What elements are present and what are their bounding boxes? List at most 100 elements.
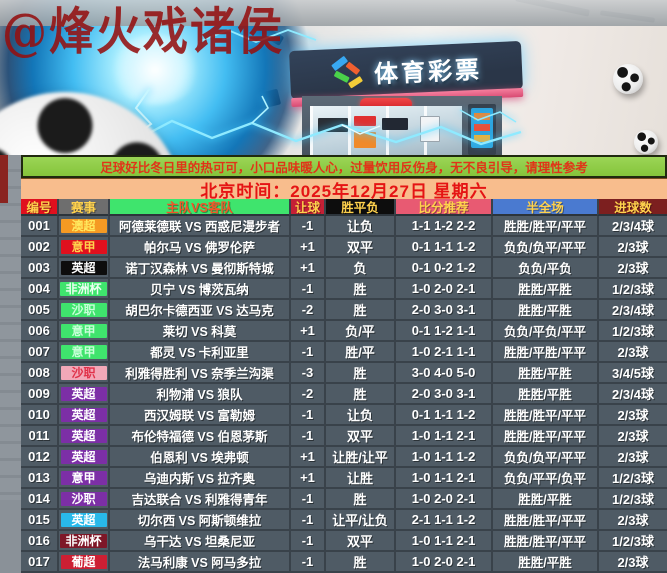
win-draw-loss-pick: 让胜: [324, 468, 394, 489]
goals-pick: 2/3球: [597, 447, 667, 468]
handicap-value: +1: [289, 258, 324, 279]
win-draw-loss-pick: 双平: [324, 531, 394, 552]
league-badge: 英超: [60, 260, 107, 275]
match-number: 004: [21, 279, 57, 300]
match-teams: 诺丁汉森林 VS 曼彻斯特城: [108, 258, 289, 279]
lottery-shop: 体育彩票: [282, 40, 523, 155]
goals-pick: 1/2/3球: [597, 531, 667, 552]
handicap-value: -1: [289, 342, 324, 363]
match-teams: 法马利康 VS 阿马多拉: [108, 552, 289, 573]
score-recommendation: 3-0 4-0 5-0: [394, 363, 491, 384]
half-full-pick: 胜胜/胜平/平平: [491, 426, 597, 447]
window-poster: [354, 116, 376, 126]
datetime-banner: 北京时间：2025年12月27日 星期六: [21, 178, 667, 201]
floor: [0, 0, 667, 26]
league-cell: 非洲杯: [57, 279, 108, 300]
half-full-pick: 负负/负平/平平: [491, 447, 597, 468]
score-recommendation: 1-0 1-1 2-1: [394, 531, 491, 552]
table-row: 006 意甲 莱切 VS 科莫 +1 负/平 0-1 1-2 1-1 负负/平负…: [21, 321, 667, 342]
table-row: 004 非洲杯 贝宁 VS 博茨瓦纳 -1 胜 1-0 2-0 2-1 胜胜/平…: [21, 279, 667, 300]
score-recommendation: 0-1 0-2 1-2: [394, 258, 491, 279]
match-number: 007: [21, 342, 57, 363]
half-full-pick: 胜胜/平胜/平平: [491, 342, 597, 363]
handicap-value: -1: [289, 531, 324, 552]
half-full-pick: 胜胜/平胜: [491, 552, 597, 573]
win-draw-loss-pick: 双平: [324, 237, 394, 258]
win-draw-loss-pick: 胜: [324, 300, 394, 321]
win-draw-loss-pick: 让负: [324, 405, 394, 426]
match-number: 001: [21, 216, 57, 237]
lottery-kiosk-screen: [468, 104, 496, 155]
notice-banner: 足球好比冬日里的热可可，小口品味暖人心，过量饮用反伤身，无不良引导，请理性参考: [21, 155, 667, 178]
league-badge: 非洲杯: [60, 533, 107, 548]
score-recommendation: 1-0 1-1 2-1: [394, 468, 491, 489]
league-cell: 澳超: [57, 216, 108, 237]
league-cell: 英超: [57, 510, 108, 531]
league-badge: 英超: [60, 386, 107, 401]
match-number: 003: [21, 258, 57, 279]
match-number: 016: [21, 531, 57, 552]
burst-core-glow: [110, 35, 200, 105]
score-recommendation: 1-0 1-1 2-1: [394, 426, 491, 447]
goals-pick: 2/3球: [597, 426, 667, 447]
match-teams: 都灵 VS 卡利亚里: [108, 342, 289, 363]
half-full-pick: 负负/平负/平平: [491, 321, 597, 342]
league-badge: 英超: [60, 428, 107, 443]
goals-pick: 2/3球: [597, 552, 667, 573]
match-number: 006: [21, 321, 57, 342]
half-full-pick: 负负/平负: [491, 258, 597, 279]
shop-storefront: [302, 96, 502, 155]
win-draw-loss-pick: 胜: [324, 279, 394, 300]
left-margin-strip: [0, 155, 21, 500]
half-full-pick: 胜胜/胜平/平平: [491, 531, 597, 552]
win-draw-loss-pick: 负/平: [324, 321, 394, 342]
win-draw-loss-pick: 让胜/让平: [324, 447, 394, 468]
handicap-value: -1: [289, 279, 324, 300]
window-poster: [354, 132, 376, 148]
table-row: 012 英超 伯恩利 VS 埃弗顿 +1 让胜/让平 1-0 1-1 1-2 负…: [21, 447, 667, 468]
match-number: 002: [21, 237, 57, 258]
league-badge: 沙职: [60, 302, 107, 317]
match-number: 013: [21, 468, 57, 489]
half-full-pick: 胜胜/平胜: [491, 279, 597, 300]
half-full-pick: 胜胜/平胜: [491, 363, 597, 384]
table-row: 009 英超 利物浦 VS 狼队 -2 胜 2-0 3-0 3-1 胜胜/平胜 …: [21, 384, 667, 405]
window-poster: [382, 118, 408, 130]
window-poster: [318, 118, 348, 132]
league-badge: 非洲杯: [60, 281, 107, 296]
score-recommendation: 1-0 1-1 1-2: [394, 447, 491, 468]
league-cell: 英超: [57, 405, 108, 426]
content-area: 足球好比冬日里的热可可，小口品味暖人心，过量饮用反伤身，无不良引导，请理性参考 …: [21, 155, 667, 573]
league-badge: 澳超: [60, 218, 107, 233]
goals-pick: 2/3球: [597, 405, 667, 426]
league-cell: 意甲: [57, 342, 108, 363]
column-header: 编号: [21, 199, 57, 216]
match-number: 015: [21, 510, 57, 531]
half-full-pick: 胜胜/胜平/平平: [491, 405, 597, 426]
half-full-pick: 负负/平平/负平: [491, 468, 597, 489]
handicap-value: -1: [289, 426, 324, 447]
league-cell: 意甲: [57, 468, 108, 489]
league-badge: 沙职: [60, 365, 107, 380]
score-recommendation: 2-0 3-0 3-1: [394, 300, 491, 321]
match-teams: 胡巴尔卡德西亚 VS 达马克: [108, 300, 289, 321]
handicap-value: -1: [289, 552, 324, 573]
left-strip-accent: [0, 155, 8, 203]
goals-pick: 2/3球: [597, 258, 667, 279]
league-badge: 英超: [60, 449, 107, 464]
score-recommendation: 1-0 2-0 2-1: [394, 279, 491, 300]
recommendation-table: 编号 赛事 主队VS客队 让球 胜平负 比分推荐 半全场 进球数 001 澳超 阿德莱德联 V…: [21, 199, 667, 573]
handicap-value: -1: [289, 510, 324, 531]
handicap-value: +1: [289, 447, 324, 468]
score-recommendation: 0-1 1-1 1-2: [394, 237, 491, 258]
half-full-pick: 胜胜/平胜: [491, 384, 597, 405]
handicap-value: -2: [289, 384, 324, 405]
league-cell: 英超: [57, 447, 108, 468]
handicap-value: +1: [289, 468, 324, 489]
half-full-pick: 胜胜/平胜: [491, 300, 597, 321]
league-badge: 意甲: [60, 323, 107, 338]
league-cell: 英超: [57, 426, 108, 447]
handicap-value: -2: [289, 300, 324, 321]
score-recommendation: 2-0 3-0 3-1: [394, 384, 491, 405]
goals-pick: 3/4/5球: [597, 363, 667, 384]
